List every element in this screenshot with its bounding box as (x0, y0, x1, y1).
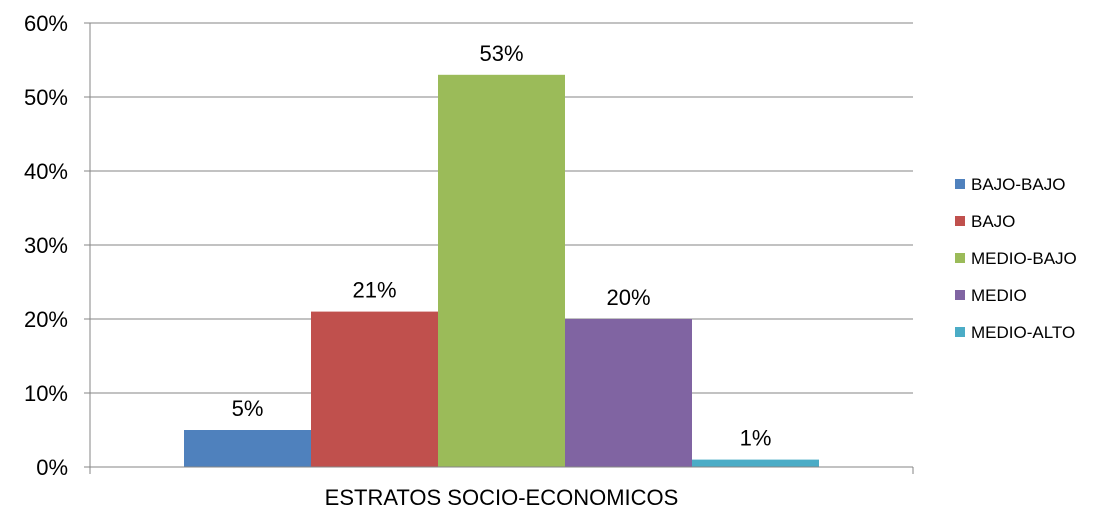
legend-swatch (955, 327, 965, 337)
bar-medio-alto (692, 459, 819, 467)
y-tick-label: 50% (24, 85, 68, 110)
legend-label: MEDIO-ALTO (971, 323, 1075, 342)
bar-medio-bajo (438, 74, 565, 468)
bar-bajo (311, 311, 438, 467)
data-label: 5% (232, 396, 264, 421)
bar-bajo-bajo (184, 430, 311, 467)
x-category-label: ESTRATOS SOCIO-ECONOMICOS (325, 485, 679, 510)
data-labels: 5% 21% 53% 20% 1% (232, 41, 772, 451)
data-label: 53% (479, 41, 523, 66)
legend-label: BAJO-BAJO (971, 175, 1065, 194)
legend-label: MEDIO (971, 286, 1027, 305)
data-label: 20% (606, 285, 650, 310)
y-tick-label: 30% (24, 233, 68, 258)
legend-label: BAJO (971, 212, 1015, 231)
y-tick-label: 20% (24, 307, 68, 332)
legend-label: MEDIO-BAJO (971, 249, 1077, 268)
legend-swatch (955, 179, 965, 189)
data-label: 21% (352, 278, 396, 303)
legend-swatch (955, 253, 965, 263)
data-label: 1% (740, 426, 772, 451)
y-tick-label: 0% (36, 455, 68, 480)
legend: BAJO-BAJO BAJO MEDIO-BAJO MEDIO MEDIO-ALTO (955, 175, 1077, 342)
axes: 0% 10% 20% 30% 40% 50% 60% ESTRATOS SOCIO-ECONO… (24, 11, 914, 510)
y-tick-label: 10% (24, 381, 68, 406)
legend-swatch (955, 216, 965, 226)
bars (184, 74, 819, 468)
y-tick-label: 60% (24, 11, 68, 36)
y-tick-label: 40% (24, 159, 68, 184)
bar-medio (565, 319, 692, 467)
legend-swatch (955, 290, 965, 300)
